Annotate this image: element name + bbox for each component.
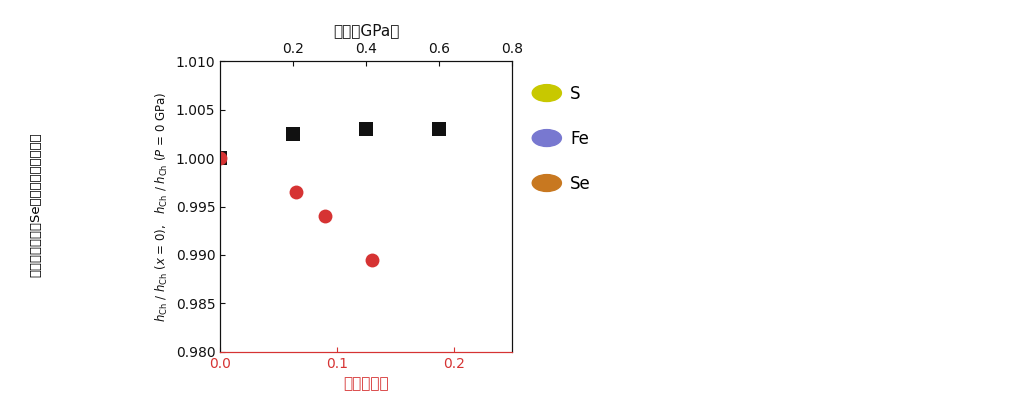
Circle shape [532,175,561,191]
Text: Fe: Fe [570,130,589,148]
Circle shape [532,85,561,101]
X-axis label: 硫黄置換量: 硫黄置換量 [343,376,389,391]
Text: 鉄原子面からのSeの位置の高さの変化: 鉄原子面からのSeの位置の高さの変化 [30,132,42,277]
Text: S: S [570,85,581,103]
X-axis label: 圧力（GPa）: 圧力（GPa） [333,24,399,38]
Y-axis label: $h_{\mathrm{Ch}}$ / $h_{\mathrm{Ch}}$ ($x$ = 0),   $h_{\mathrm{Ch}}$ / $h_{\math: $h_{\mathrm{Ch}}$ / $h_{\mathrm{Ch}}$ ($… [154,91,170,322]
Circle shape [532,130,561,146]
Text: Se: Se [570,175,591,193]
